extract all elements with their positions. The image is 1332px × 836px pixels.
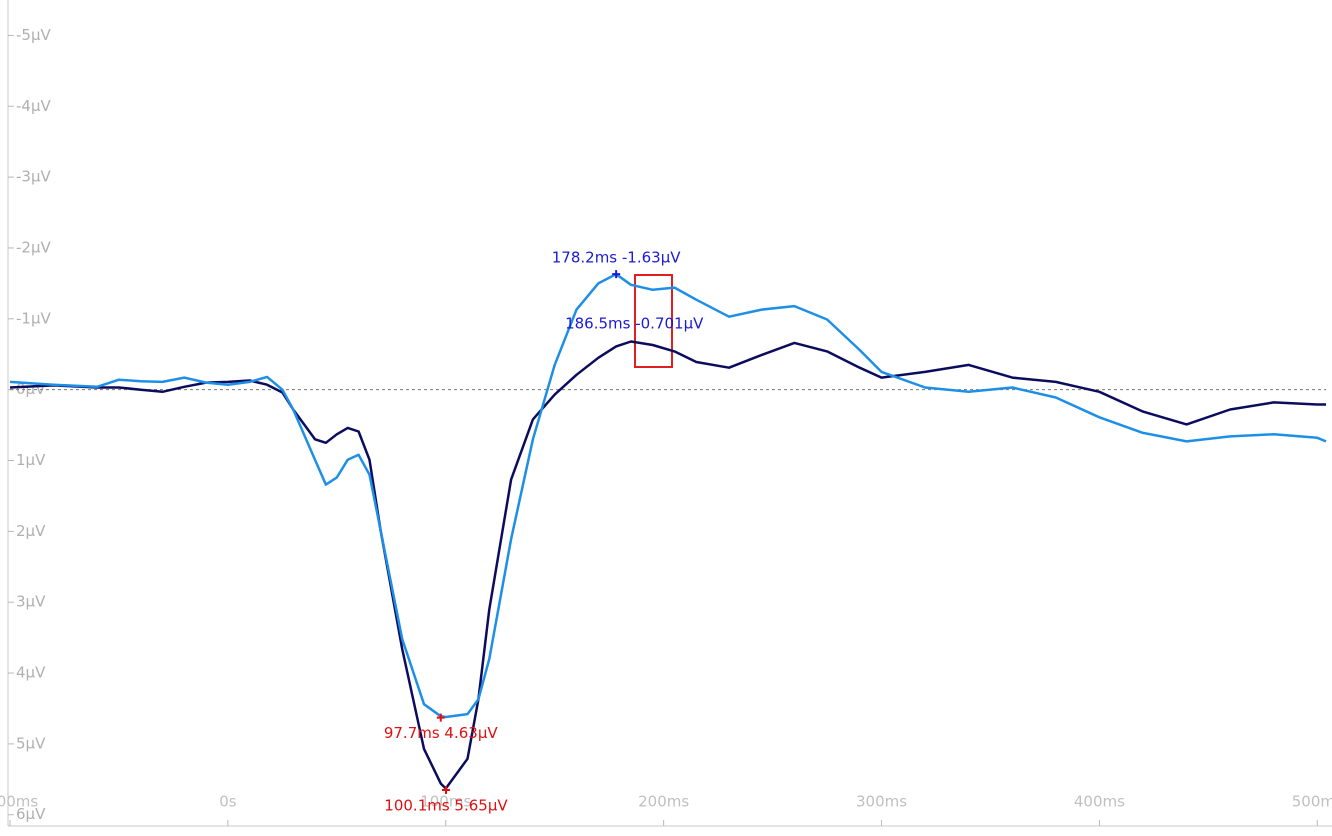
y-tick-label: -4µV: [16, 97, 51, 115]
x-tick-label: 500ms: [1292, 793, 1332, 811]
annotation-marker: [436, 713, 445, 722]
series-line: [9, 340, 1326, 790]
y-tick-label: -1µV: [16, 309, 51, 327]
y-tick-label: -3µV: [16, 168, 51, 186]
annotation-label: 178.2ms -1.63µV: [552, 249, 681, 267]
y-tick-label: 2µV: [16, 522, 46, 540]
y-tick-label: 3µV: [16, 593, 46, 611]
y-tick-label: 6µV: [16, 805, 46, 823]
x-tick-label: 100ms: [420, 793, 471, 811]
annotation-marker: [612, 270, 621, 279]
annotation-label: 100.1ms 5.65µV: [384, 796, 508, 814]
y-tick-label: -5µV: [16, 26, 51, 44]
annotation-label: 97.7ms 4.63µV: [384, 724, 499, 742]
y-tick-label: 5µV: [16, 734, 46, 752]
x-tick-label: 400ms: [1074, 793, 1125, 811]
y-tick-label: 1µV: [16, 451, 46, 469]
x-tick-label: 200ms: [638, 793, 689, 811]
series-line: [9, 272, 1327, 719]
annotation-marker: [441, 785, 450, 794]
x-tick-label: 300ms: [856, 793, 907, 811]
x-tick-label: -100ms: [0, 793, 38, 811]
x-tick-label: 0s: [219, 793, 237, 811]
selection-box[interactable]: [634, 274, 673, 368]
annotation-label: 186.5ms -0.701µV: [565, 314, 704, 332]
y-tick-label: -2µV: [16, 238, 51, 256]
y-tick-label: 4µV: [16, 664, 46, 682]
